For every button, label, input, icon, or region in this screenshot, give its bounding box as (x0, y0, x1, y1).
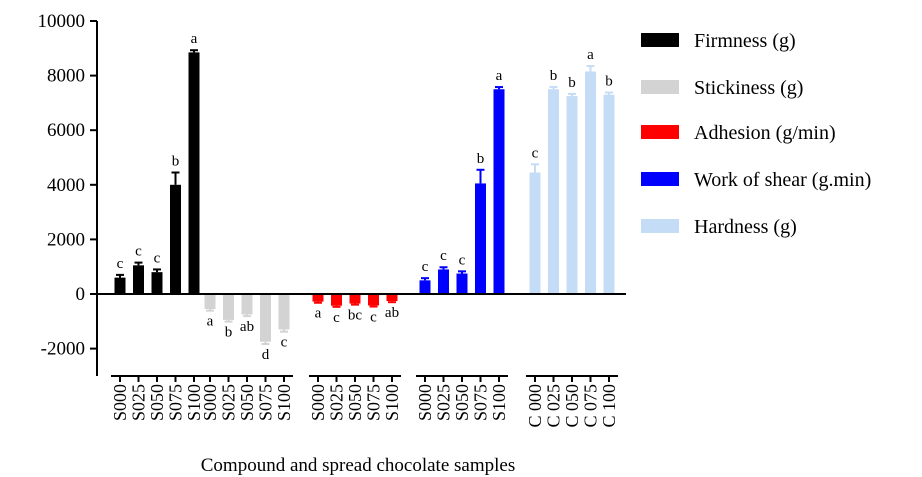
bar (585, 71, 596, 294)
bar (133, 265, 144, 294)
significance-label: c (440, 248, 447, 264)
x-tick-label: S100 (274, 384, 294, 421)
legend-label: Hardness (g) (694, 216, 797, 238)
legend-label: Work of shear (g.min) (694, 169, 871, 191)
significance-label: a (315, 306, 322, 322)
legend-swatch (641, 125, 679, 139)
bar (529, 172, 541, 294)
bar (312, 294, 324, 302)
x-tick-label: S000 (200, 384, 220, 421)
x-tick-label: C 025 (544, 384, 564, 428)
bar (114, 277, 126, 294)
x-tick-label: S025 (219, 384, 239, 421)
significance-label: c (422, 259, 429, 275)
x-tick-label: C 075 (581, 384, 601, 428)
legend: Firmness (g) Stickiness (g) Adhesion (g/mi… (641, 30, 871, 238)
x-axis: S000S025S050S075S100S000S025S050S075S100… (97, 293, 626, 428)
x-tick-label: S000 (110, 384, 130, 421)
x-tick-label: S100 (184, 384, 204, 421)
y-tick-label: 0 (76, 284, 86, 305)
x-tick-label: S050 (147, 384, 167, 421)
bar (170, 184, 181, 294)
y-tick-label: 4000 (47, 175, 85, 196)
significance-label: c (459, 252, 466, 268)
bar (368, 294, 379, 306)
bar (475, 183, 486, 294)
legend-swatch (641, 33, 679, 47)
x-tick-label: S025 (327, 384, 347, 421)
significance-label: b (605, 74, 613, 90)
significance-label: bc (348, 308, 363, 324)
bar (566, 96, 578, 294)
x-tick-label: C 050 (562, 384, 582, 428)
significance-label: a (191, 31, 198, 47)
significance-label: c (532, 145, 539, 161)
x-tick-label: C 100 (599, 384, 619, 428)
x-tick-label: S050 (237, 384, 257, 421)
significance-label: c (370, 310, 377, 326)
x-tick-label: S050 (452, 384, 472, 421)
bar (241, 294, 253, 315)
x-tick-label: S075 (471, 384, 491, 421)
y-tick-label: 2000 (47, 229, 85, 250)
x-tick-label: S000 (308, 384, 328, 421)
legend-swatch (641, 80, 679, 94)
significance-label: a (496, 68, 503, 84)
y-tick-label: 8000 (47, 66, 85, 87)
bar (456, 273, 468, 294)
significance-label: d (262, 347, 270, 363)
x-tick-label: S075 (166, 384, 186, 421)
x-tick-label: S025 (434, 384, 454, 421)
x-tick-label: S025 (129, 384, 149, 421)
bar (188, 52, 200, 294)
significance-label: ab (240, 319, 254, 335)
bar (204, 294, 216, 310)
bar (260, 294, 271, 342)
y-axis: -2000 0 2000 4000 6000 8000 10000 (38, 11, 98, 376)
bar (438, 269, 449, 294)
significance-label: b (568, 75, 576, 91)
bar (386, 294, 398, 302)
significance-label: b (225, 325, 233, 341)
significance-label: ab (385, 305, 399, 321)
significance-label: c (135, 244, 142, 260)
bar (223, 294, 234, 320)
bar (493, 89, 505, 294)
significance-label: b (550, 68, 558, 84)
x-axis-title: Compound and spread chocolate samples (201, 455, 515, 476)
legend-swatch (641, 172, 679, 186)
y-tick-label: 10000 (38, 11, 86, 32)
significance-label: b (477, 151, 485, 167)
legend-swatch (641, 219, 679, 233)
y-tick-label: -2000 (41, 339, 85, 360)
bar (419, 280, 431, 294)
significance-label: c (117, 256, 124, 272)
bar (548, 89, 559, 294)
legend-label: Firmness (g) (694, 30, 796, 52)
significance-label: c (154, 250, 161, 266)
x-tick-label: S075 (364, 384, 384, 421)
x-tick-label: S100 (489, 384, 509, 421)
legend-label: Stickiness (g) (694, 77, 803, 99)
significance-label: a (207, 314, 214, 330)
bar (603, 94, 615, 295)
x-tick-label: C 000 (525, 384, 545, 428)
x-tick-label: S075 (256, 384, 276, 421)
bar (349, 294, 361, 304)
y-tick-label: 6000 (47, 120, 85, 141)
significance-label: c (333, 310, 340, 326)
x-tick-label: S000 (415, 384, 435, 421)
x-tick-label: S100 (382, 384, 402, 421)
significance-label: a (587, 47, 594, 63)
bar (278, 294, 290, 330)
significance-label: c (281, 335, 288, 351)
x-tick-label: S050 (345, 384, 365, 421)
significance-label: b (172, 154, 180, 170)
bar (331, 294, 342, 306)
legend-label: Adhesion (g/min) (694, 122, 836, 144)
bar (151, 272, 163, 294)
